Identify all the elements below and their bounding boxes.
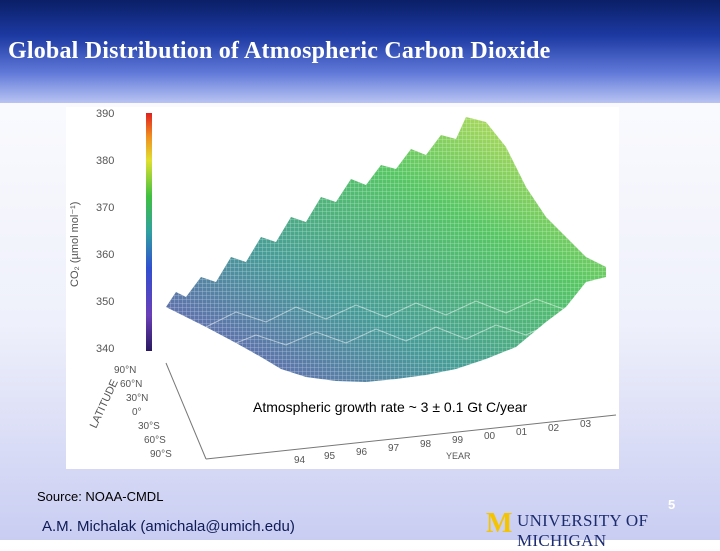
year-tick-label: 00: [484, 431, 496, 442]
year-axis-label: YEAR: [446, 451, 471, 461]
lat-tick-label: 90°S: [150, 449, 172, 460]
year-tick-label: 01: [516, 427, 528, 438]
y-tick-label: 390: [96, 108, 114, 120]
y-tick-label: 370: [96, 202, 114, 214]
co2-surface-plot: 390 380 370 360 350 340 CO₂ (µmol mol⁻¹)…: [69, 108, 617, 466]
y-tick-label: 340: [96, 343, 114, 355]
y-tick-label: 380: [96, 155, 114, 167]
y-tick-label: 350: [96, 296, 114, 308]
lat-tick-label: 0°: [132, 407, 142, 418]
color-scale-bar: [146, 113, 152, 351]
co2-surface-figure: 390 380 370 360 350 340 CO₂ (µmol mol⁻¹)…: [66, 107, 619, 469]
year-axis-line: [205, 414, 617, 460]
lat-tick-label: 60°N: [120, 379, 142, 390]
year-tick-label: 02: [548, 423, 560, 434]
page-number: 5: [668, 497, 676, 512]
year-tick-label: 99: [452, 435, 464, 446]
latitude-tick-labels: 90°N 60°N 30°N 0° 30°S 60°S 90°S: [114, 365, 172, 460]
y-axis-label: CO₂ (µmol mol⁻¹): [69, 202, 81, 287]
lat-tick-label: 60°S: [144, 435, 166, 446]
growth-rate-caption: Atmospheric growth rate ~ 3 ± 0.1 Gt C/y…: [253, 399, 528, 415]
year-tick-label: 96: [356, 447, 368, 458]
slide-title: Global Distribution of Atmospheric Carbo…: [8, 38, 551, 64]
year-tick-label: 94: [294, 455, 306, 466]
lat-tick-label: 30°N: [126, 393, 148, 404]
year-tick-label: 03: [580, 419, 592, 430]
co2-surface: [166, 117, 606, 382]
latitude-axis-line: [165, 362, 207, 460]
university-logo: M: [486, 508, 512, 536]
lat-tick-label: 90°N: [114, 365, 136, 376]
year-tick-labels: 94 95 96 97 98 99 00 01 02 03: [294, 419, 592, 466]
block-m-logo: M: [486, 508, 512, 536]
y-tick-label: 360: [96, 249, 114, 261]
year-tick-label: 95: [324, 451, 336, 462]
author-footer: A.M. Michalak (amichala@umich.edu): [42, 518, 295, 535]
latitude-axis-label: LATITUDE: [88, 378, 121, 431]
source-note: Source: NOAA-CMDL: [37, 489, 164, 504]
university-name: UNIVERSITY OF MICHIGAN: [517, 511, 649, 550]
year-tick-label: 97: [388, 443, 400, 454]
year-tick-label: 98: [420, 439, 432, 450]
lat-tick-label: 30°S: [138, 421, 160, 432]
y-tick-labels: 390 380 370 360 350 340: [96, 108, 114, 355]
title-bar: [0, 0, 720, 103]
